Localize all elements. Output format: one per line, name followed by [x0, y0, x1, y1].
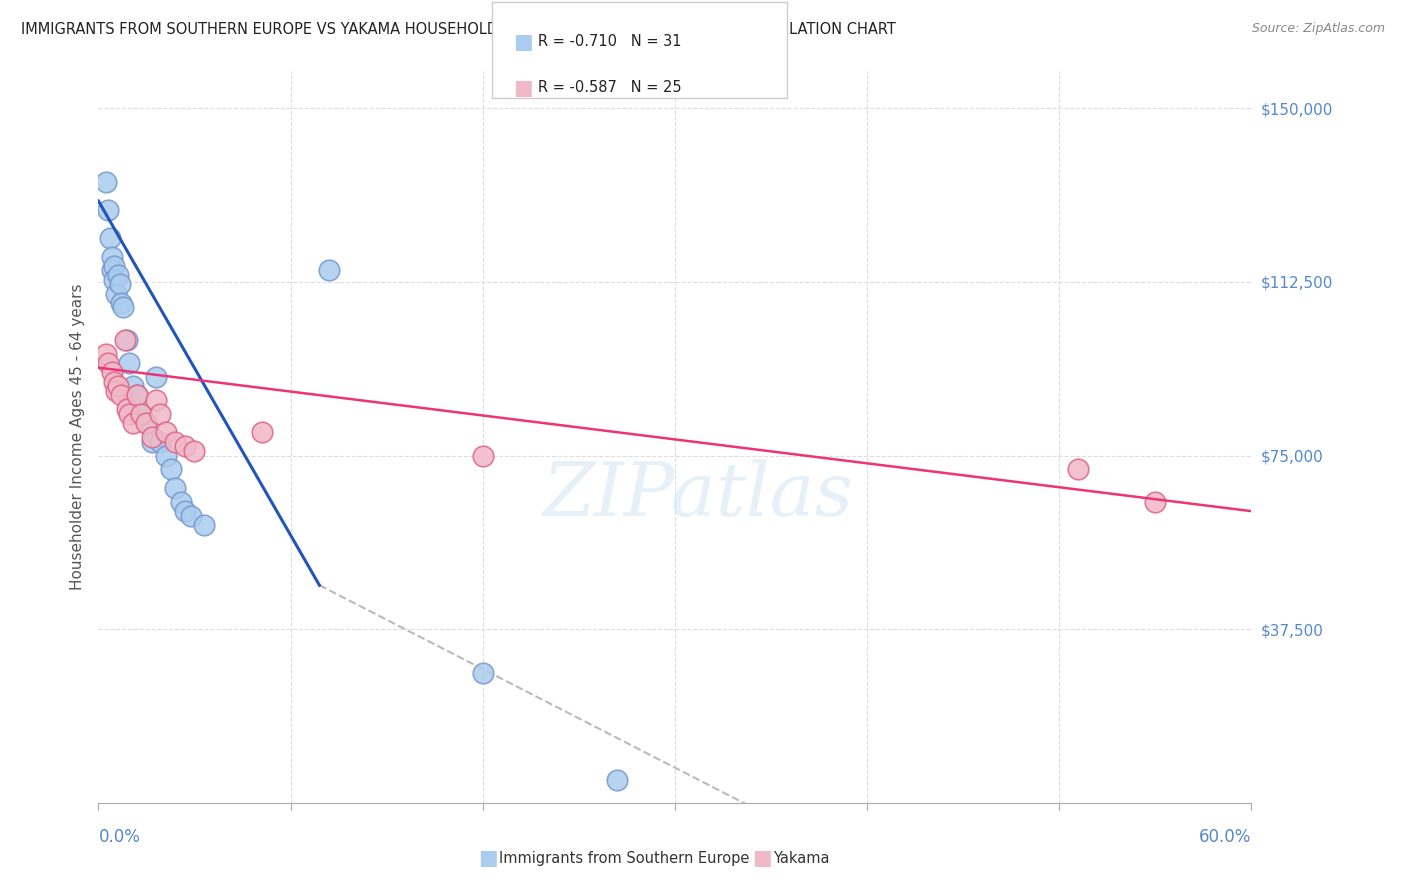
Point	[110, 295, 132, 310]
Point	[125, 388, 148, 402]
Point	[149, 407, 172, 421]
Point	[145, 370, 167, 384]
Y-axis label: Householder Income Ages 45 - 64 years: Householder Income Ages 45 - 64 years	[69, 284, 84, 591]
Text: R = -0.587   N = 25: R = -0.587 N = 25	[538, 80, 682, 95]
Text: R = -0.710   N = 31: R = -0.710 N = 31	[538, 34, 682, 49]
Point	[160, 462, 183, 476]
Point	[193, 518, 215, 533]
Text: 60.0%: 60.0%	[1199, 828, 1251, 846]
Point	[103, 375, 125, 389]
Text: Yakama: Yakama	[773, 851, 830, 865]
Point	[1067, 462, 1090, 476]
Point	[103, 259, 125, 273]
Point	[114, 333, 136, 347]
Point	[107, 379, 129, 393]
Point	[110, 388, 132, 402]
Point	[155, 425, 177, 440]
Point	[122, 379, 145, 393]
Point	[141, 434, 163, 449]
Point	[155, 449, 177, 463]
Point	[149, 434, 172, 449]
Point	[125, 388, 148, 402]
Point	[97, 203, 120, 218]
Point	[118, 407, 141, 421]
Point	[117, 333, 139, 347]
Point	[250, 425, 273, 440]
Point	[101, 250, 124, 264]
Point	[104, 286, 127, 301]
Point	[1144, 495, 1167, 509]
Point	[129, 407, 152, 421]
Point	[170, 495, 193, 509]
Point	[135, 416, 157, 430]
Point	[141, 430, 163, 444]
Point	[103, 273, 125, 287]
Point	[101, 263, 124, 277]
Point	[165, 481, 187, 495]
Point	[104, 384, 127, 398]
Text: ZIPatlas: ZIPatlas	[543, 459, 853, 532]
Point	[606, 772, 628, 787]
Point	[129, 407, 152, 421]
Text: Source: ZipAtlas.com: Source: ZipAtlas.com	[1251, 22, 1385, 36]
Text: ■: ■	[478, 848, 498, 868]
Point	[180, 508, 202, 523]
Point	[135, 416, 157, 430]
Point	[174, 439, 197, 453]
Text: Immigrants from Southern Europe: Immigrants from Southern Europe	[499, 851, 749, 865]
Point	[94, 176, 117, 190]
Point	[108, 277, 131, 292]
Point	[97, 356, 120, 370]
Point	[112, 301, 135, 315]
Point	[471, 449, 494, 463]
Text: 0.0%: 0.0%	[98, 828, 141, 846]
Point	[183, 444, 205, 458]
Point	[471, 666, 494, 681]
Text: IMMIGRANTS FROM SOUTHERN EUROPE VS YAKAMA HOUSEHOLDER INCOME AGES 45 - 64 YEARS : IMMIGRANTS FROM SOUTHERN EUROPE VS YAKAM…	[21, 22, 896, 37]
Point	[98, 231, 121, 245]
Point	[122, 416, 145, 430]
Point	[94, 347, 117, 361]
Point	[174, 504, 197, 518]
Point	[117, 402, 139, 417]
Point	[118, 356, 141, 370]
Point	[101, 365, 124, 379]
Text: ■: ■	[513, 78, 533, 98]
Point	[318, 263, 340, 277]
Point	[165, 434, 187, 449]
Point	[107, 268, 129, 282]
Text: ■: ■	[752, 848, 772, 868]
Point	[145, 392, 167, 407]
Text: ■: ■	[513, 31, 533, 52]
